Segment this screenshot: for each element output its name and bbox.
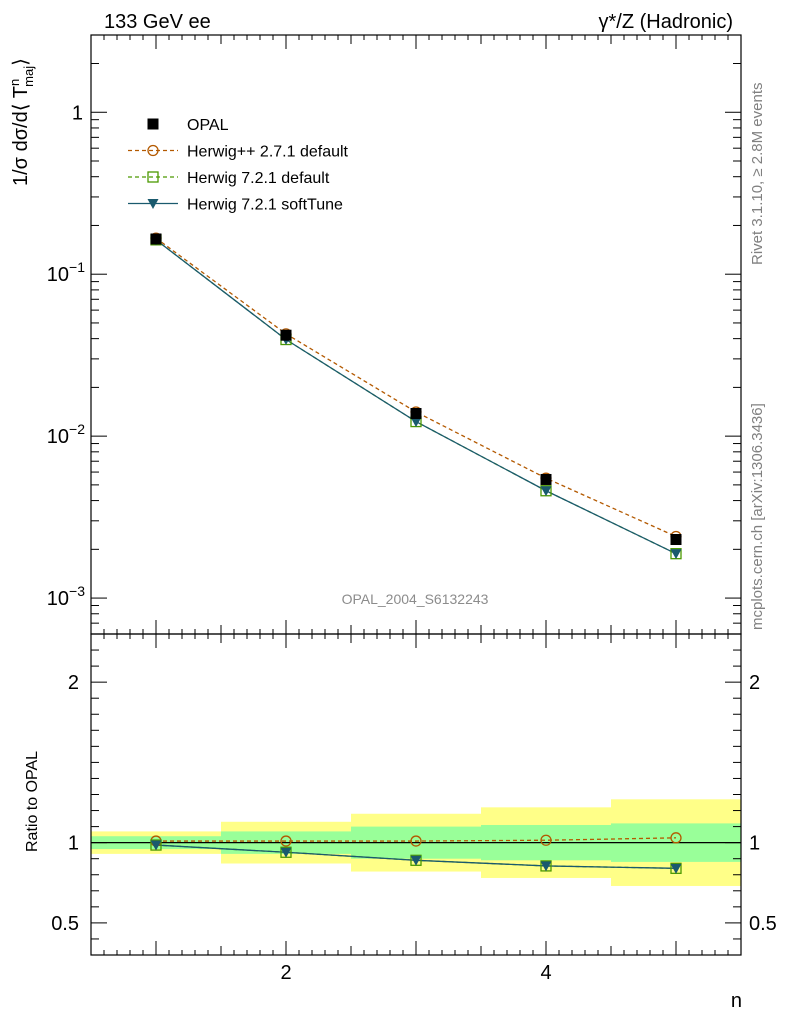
ratio-point	[670, 832, 682, 844]
ratio-y-tick-label-right: 2	[749, 672, 760, 694]
header-right-label: γ*/Z (Hadronic)	[599, 11, 733, 33]
y-tick-label: 10−3	[47, 583, 85, 610]
main-ylabel-sub: maj	[21, 66, 36, 87]
legend-marker	[147, 171, 159, 183]
ratio-point	[410, 835, 422, 847]
x-axis-label: n	[731, 990, 742, 1012]
main-series-line	[155, 239, 677, 555]
ratio-point	[540, 861, 552, 872]
legend-label: Herwig 7.2.1 default	[187, 170, 330, 187]
ratio-point	[670, 863, 682, 874]
legend-label: OPAL	[187, 117, 229, 134]
rivet-version-label: Rivet 3.1.10, ≥ 2.8M events	[749, 83, 766, 266]
main-point	[670, 533, 682, 545]
ratio-point	[150, 840, 162, 851]
ratio-point	[410, 855, 422, 866]
main-ylabel: 1/σ dσ/d⟨ Tnmaj⟩	[7, 58, 36, 186]
ratio-point	[280, 847, 292, 858]
x-tick-label: 4	[540, 962, 551, 984]
main-series-line	[155, 237, 677, 538]
y-tick-label: 10−1	[47, 259, 85, 286]
header-left-label: 133 GeV ee	[104, 11, 211, 33]
main-ylabel-end: ⟩	[10, 58, 32, 66]
main-point	[540, 473, 552, 485]
ratio-y-tick-label: 1	[68, 833, 79, 855]
ratio-y-tick-label-right: 1	[749, 833, 760, 855]
ratio-ylabel: Ratio to OPAL	[24, 751, 41, 852]
main-point	[540, 486, 552, 497]
main-series-layer	[150, 232, 682, 560]
legend-label: Herwig 7.2.1 softTune	[187, 197, 343, 214]
ratio-point	[540, 834, 552, 846]
mcplots-label: mcplots.cern.ch [arXiv:1306.3436]	[749, 403, 766, 630]
legend-marker	[147, 199, 159, 209]
ratio-uncertainty-bands	[91, 799, 741, 886]
legend-marker	[147, 118, 159, 130]
main-panel: 1 10−1 10−2 10−3	[47, 34, 742, 635]
x-tick-label: 2	[280, 962, 291, 984]
main-point	[410, 417, 422, 428]
ratio-y-tick-label-right: 0.5	[749, 913, 777, 935]
y-tick-label: 10−2	[47, 421, 85, 448]
main-series-line	[155, 239, 677, 555]
main-point	[670, 549, 682, 560]
main-ylabel-text: 1/σ dσ/d⟨ T	[10, 86, 32, 186]
ratio-point	[280, 835, 292, 847]
ratio-y-tick-label: 2	[68, 672, 79, 694]
main-ylabel-sup: n	[7, 79, 22, 86]
main-point	[410, 407, 422, 419]
legend-label: Herwig++ 2.7.1 default	[187, 144, 349, 161]
ratio-panel: 2 4 0.5 0.5 1 1 2 2	[51, 633, 777, 984]
main-point	[280, 329, 292, 341]
ratio-y-tick-label: 0.5	[51, 913, 79, 935]
y-tick-label: 1	[72, 102, 83, 124]
analysis-watermark: OPAL_2004_S6132243	[342, 591, 489, 607]
legend-marker	[147, 144, 159, 157]
main-point	[150, 233, 162, 245]
ratio-series-layer	[150, 832, 682, 874]
ratio-plot-frame	[90, 633, 742, 956]
legend: OPAL Herwig++ 2.7.1 default Herwig 7.2.1 d…	[128, 117, 349, 214]
ratio-series-line	[156, 837, 677, 842]
